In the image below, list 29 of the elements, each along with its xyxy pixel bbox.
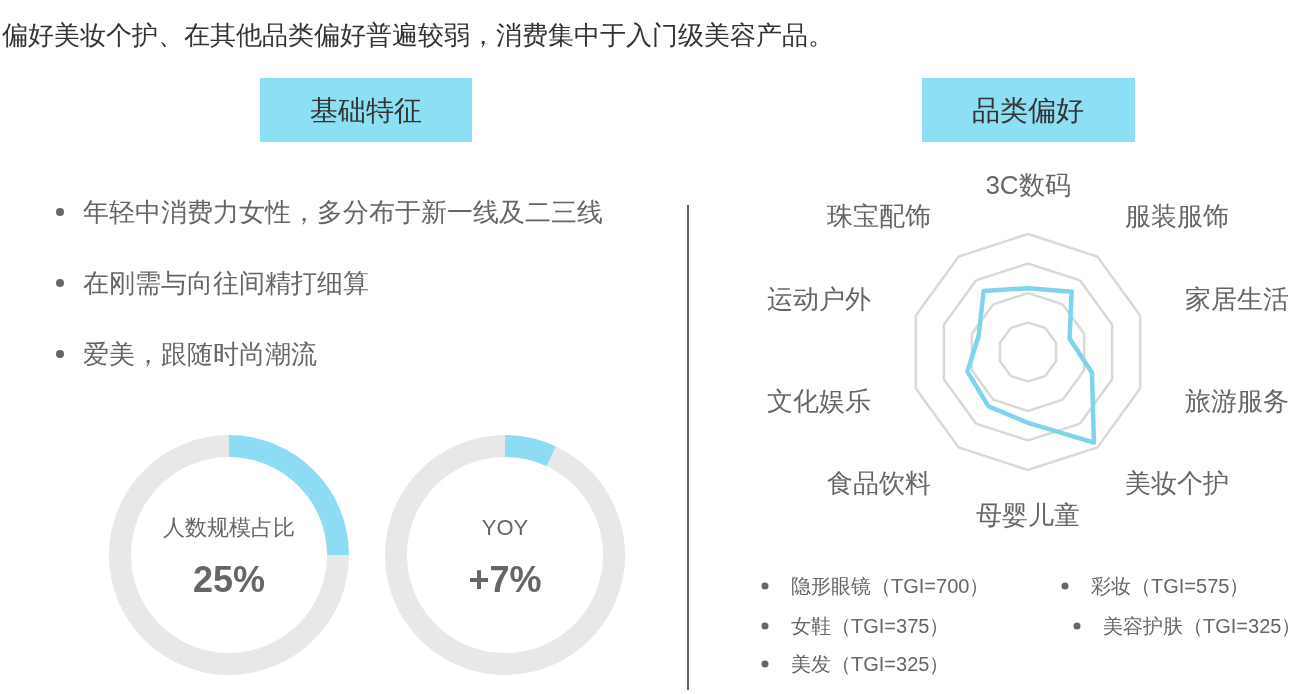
donut-slice (229, 435, 349, 555)
text: 爱美，跟随时尚潮流 (83, 339, 317, 369)
spoke-label: 服装服饰 (1124, 201, 1229, 232)
spoke-label: 美妆个护 (1124, 468, 1229, 499)
text: 隐形眼镜（TGI=700） (791, 575, 990, 597)
text: 偏好美妆个护、在其他品类偏好普遍较弱，消费集中于入门级美容产品。 (2, 20, 834, 50)
text: 年轻中消费力女性，多分布于新一线及二三线 (83, 197, 603, 227)
spoke-label: 母婴儿童 (976, 499, 1080, 530)
spoke-label: 食品饮料 (827, 468, 932, 499)
spoke-label: 3C数码 (985, 169, 1071, 200)
spoke-label: 珠宝配饰 (827, 201, 932, 232)
text: 在刚需与向往间精打细算 (83, 268, 369, 298)
donut-slice (385, 435, 625, 675)
text: 美容护肤（TGI=325） (1103, 615, 1302, 637)
spoke-label: 文化娱乐 (767, 385, 872, 416)
text: 美发（TGI=325） (791, 653, 950, 675)
spoke-label: 旅游服务 (1184, 385, 1289, 416)
spoke-label: 家居生活 (1184, 283, 1289, 314)
donut-slice (505, 435, 557, 467)
text: +7% (468, 559, 542, 600)
text: 基础特征 (310, 95, 422, 126)
spoke-label: 运动户外 (767, 283, 872, 314)
text: 女鞋（TGI=375） (791, 615, 950, 637)
text: 25% (192, 559, 266, 600)
donut-slice (109, 435, 349, 675)
text: 彩妆（TGI=575） (1091, 575, 1250, 597)
chart-title: 品类偏好 (972, 95, 1084, 126)
text: 人数规模占比 (163, 515, 295, 540)
text: YOY (481, 515, 529, 540)
